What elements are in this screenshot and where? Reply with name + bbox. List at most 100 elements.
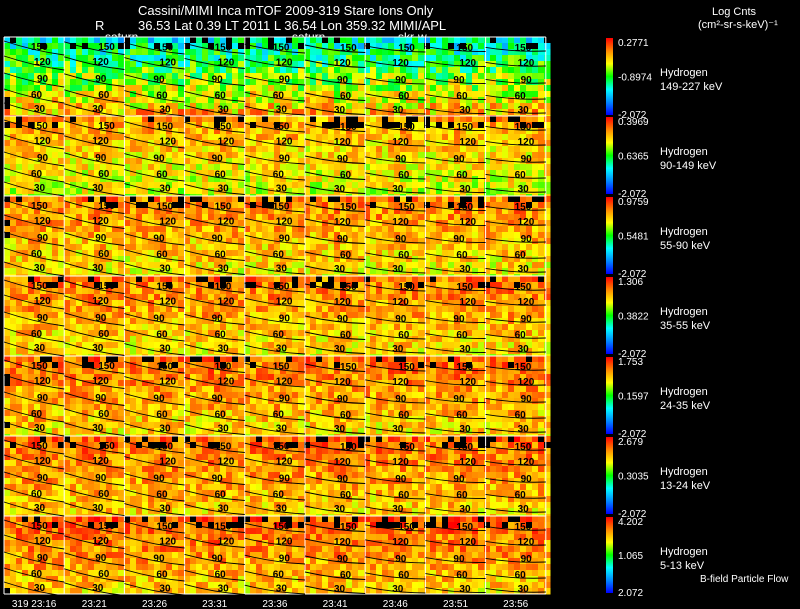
heatmap-cell [340,262,347,269]
heatmap-cell [16,208,23,215]
heatmap-cell [514,318,521,325]
heatmap-cell [76,73,83,80]
heatmap-cell [94,164,101,171]
heatmap-cell [184,37,191,44]
heatmap-cell [16,226,23,233]
heatmap-cell [448,128,455,135]
heatmap-cell [166,103,173,110]
heatmap-cell [364,294,371,301]
heatmap-cell [544,158,551,165]
heatmap-cell [256,288,263,295]
heatmap-cell [124,220,131,227]
heatmap-cell [544,37,551,44]
heatmap-cell [244,116,251,123]
heatmap-cell [208,324,215,331]
heatmap-cell [310,220,317,227]
heatmap-cell [316,91,323,98]
heatmap-cell [442,176,449,183]
heatmap-cell [292,67,299,74]
heatmap-cell [322,97,329,104]
heatmap-cell [130,306,137,313]
heatmap-cell [418,348,425,355]
heatmap-cell [490,91,497,98]
heatmap-cell [166,109,173,116]
heatmap-cell [202,43,209,50]
heatmap-cell [298,324,305,331]
heatmap-cell [436,55,443,62]
heatmap-cell [16,97,23,104]
heatmap-cell [166,294,173,301]
heatmap-cell [244,85,251,92]
heatmap-cell [40,276,47,283]
heatmap-cell [106,158,113,165]
heatmap-cell [148,330,155,337]
heatmap-cell [160,244,167,251]
heatmap-cell [292,55,299,62]
heatmap-cell [466,324,473,331]
heatmap-cell [298,238,305,245]
heatmap-cell [298,306,305,313]
heatmap-cell [238,232,245,239]
heatmap-cell [292,232,299,239]
heatmap-cell [514,282,521,289]
heatmap-cell [430,262,437,269]
heatmap-cell [100,312,107,319]
heatmap-cell [178,256,185,263]
heatmap-cell [508,262,515,269]
heatmap-cell [10,140,17,147]
heatmap-cell [448,312,455,319]
heatmap-cell [244,348,251,355]
heatmap-cell [310,140,317,147]
heatmap-cell [286,116,293,123]
heatmap-cell [112,306,119,313]
heatmap-cell [448,256,455,263]
heatmap-cell [406,202,413,209]
heatmap-cell [124,116,131,123]
heatmap-cell [142,79,149,86]
heatmap-cell [118,109,125,116]
heatmap-cell [154,324,161,331]
heatmap-cell [160,73,167,80]
heatmap-cell [382,318,389,325]
heatmap-cell [70,208,77,215]
heatmap-cell [484,188,491,195]
heatmap-cell [250,226,257,233]
heatmap-cell [214,43,221,50]
heatmap-cell [106,196,113,203]
heatmap-cell [478,170,485,177]
heatmap-cell [154,91,161,98]
heatmap-cell [292,158,299,165]
heatmap-cell [178,146,185,153]
heatmap-cell [532,128,539,135]
heatmap-cell [526,85,533,92]
heatmap-cell [232,342,239,349]
heatmap-cell [532,268,539,275]
heatmap-cell [406,294,413,301]
heatmap-cell [40,336,47,343]
heatmap-cell [28,244,35,251]
heatmap-cell [250,176,257,183]
heatmap-cell [136,49,143,56]
heatmap-cell [130,176,137,183]
heatmap-cell [322,226,329,233]
heatmap-cell [130,188,137,195]
heatmap-cell [406,182,413,189]
heatmap-cell [298,342,305,349]
heatmap-cell [28,226,35,233]
heatmap-cell [304,276,311,283]
heatmap-cell [316,202,323,209]
heatmap-cell [376,152,383,159]
heatmap-cell [154,97,161,104]
heatmap-cell [286,43,293,50]
heatmap-cell [100,256,107,263]
heatmap-cell [466,268,473,275]
heatmap-cell [532,67,539,74]
heatmap-cell [328,43,335,50]
heatmap-cell [112,220,119,227]
heatmap-cell [382,176,389,183]
heatmap-cell [262,61,269,68]
heatmap-cell [454,97,461,104]
heatmap-cell [532,312,539,319]
heatmap-cell [472,244,479,251]
heatmap-cell [352,164,359,171]
